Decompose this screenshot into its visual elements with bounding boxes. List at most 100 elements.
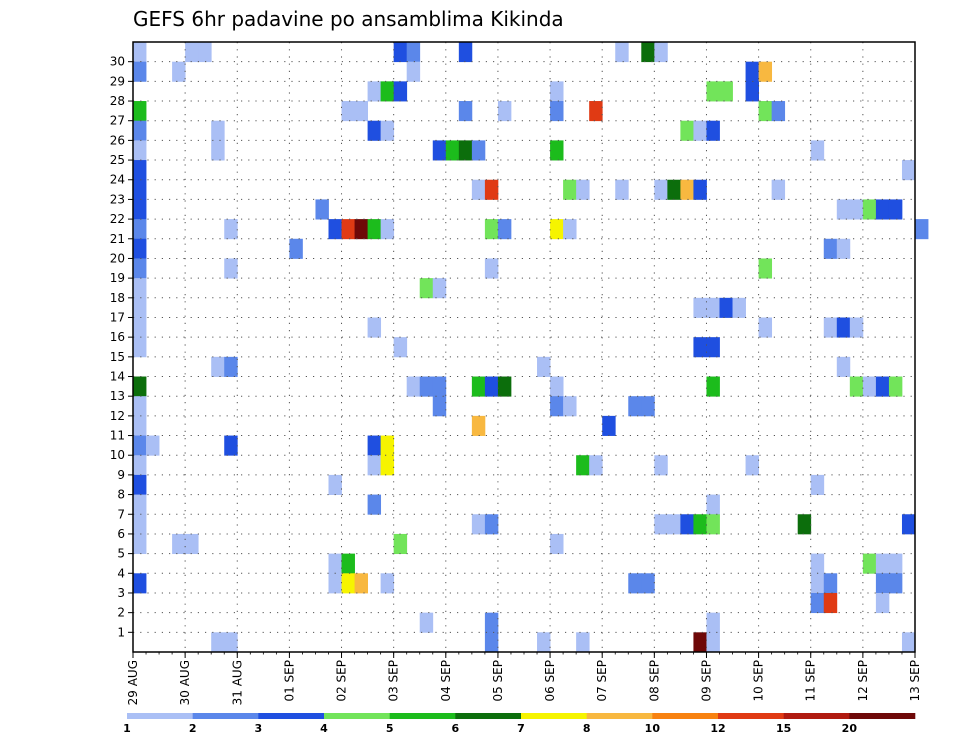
precip-cell bbox=[497, 219, 512, 240]
precip-cell bbox=[133, 455, 147, 476]
precip-cell bbox=[133, 199, 147, 220]
precip-cell bbox=[654, 42, 668, 63]
precip-cell bbox=[901, 160, 916, 181]
precip-cell bbox=[810, 140, 825, 161]
precip-cell bbox=[328, 474, 342, 495]
precip-cell bbox=[315, 199, 329, 220]
precip-cell bbox=[615, 42, 629, 63]
y-tick-label: 4 bbox=[117, 566, 125, 580]
legend-swatch bbox=[783, 713, 850, 719]
precip-cell bbox=[328, 219, 342, 240]
precip-cell bbox=[771, 179, 786, 200]
precip-cell bbox=[432, 140, 447, 161]
legend-label: 7 bbox=[517, 722, 525, 735]
precip-cell bbox=[419, 278, 434, 299]
precip-cell bbox=[445, 140, 460, 161]
precip-cell bbox=[680, 120, 694, 141]
legend-swatch bbox=[849, 713, 916, 719]
legend-label: 20 bbox=[842, 722, 858, 735]
precip-cell bbox=[133, 238, 147, 259]
precip-cell bbox=[589, 455, 603, 476]
y-tick-label: 13 bbox=[110, 389, 125, 403]
precip-cell bbox=[550, 101, 564, 122]
precip-cell bbox=[133, 396, 147, 417]
precip-cell bbox=[810, 573, 825, 594]
precip-cell bbox=[823, 238, 838, 259]
precip-cell bbox=[797, 514, 812, 535]
legend-swatch bbox=[455, 713, 522, 719]
precip-cell bbox=[693, 632, 707, 653]
precip-cell bbox=[875, 553, 890, 574]
precip-cell bbox=[341, 219, 355, 240]
precip-cell bbox=[706, 494, 720, 515]
precip-cell bbox=[901, 632, 916, 653]
precip-cell bbox=[758, 101, 773, 122]
precip-cell bbox=[328, 573, 342, 594]
precip-cell bbox=[810, 592, 825, 614]
precip-cell bbox=[133, 120, 147, 141]
precip-cell bbox=[354, 219, 368, 240]
precip-cell bbox=[615, 179, 629, 200]
precip-cell bbox=[875, 573, 890, 594]
y-tick-label: 15 bbox=[110, 350, 125, 364]
precip-cell bbox=[758, 61, 773, 82]
precip-cell bbox=[133, 337, 147, 358]
precip-cell bbox=[576, 632, 590, 653]
x-axis: 29 AUG 30 AUG 31 AUG 01 SEP 02 SEP 03 SEP 04 S… bbox=[126, 652, 922, 705]
precip-cell bbox=[719, 297, 733, 318]
precip-cell bbox=[393, 533, 408, 555]
x-tick-label: 02 SEP bbox=[335, 660, 349, 702]
legend-label: 12 bbox=[710, 722, 725, 735]
precip-cell bbox=[693, 337, 707, 358]
precip-cell bbox=[862, 376, 877, 397]
precip-cell bbox=[706, 337, 720, 358]
grid-lines bbox=[133, 42, 915, 652]
y-tick-label: 22 bbox=[110, 212, 125, 226]
precip-cell bbox=[641, 396, 655, 417]
precip-cell bbox=[133, 61, 147, 82]
x-tick-label: 13 SEP bbox=[908, 660, 922, 702]
precip-cell bbox=[667, 179, 681, 200]
legend-label: 2 bbox=[189, 722, 197, 735]
precip-cell bbox=[563, 396, 577, 417]
precip-cell bbox=[641, 573, 655, 594]
legend-label: 6 bbox=[452, 722, 460, 735]
precip-cell bbox=[484, 632, 499, 653]
legend-label: 4 bbox=[320, 722, 328, 735]
precip-cell bbox=[810, 474, 825, 495]
precip-cell bbox=[875, 592, 890, 614]
precip-cell bbox=[133, 474, 147, 495]
precip-cell bbox=[628, 573, 642, 594]
y-tick-label: 23 bbox=[110, 192, 125, 206]
y-tick-label: 21 bbox=[110, 232, 125, 246]
x-tick-label: 01 SEP bbox=[282, 660, 296, 702]
precip-cell bbox=[393, 81, 408, 102]
y-tick-label: 19 bbox=[110, 271, 125, 285]
y-tick-label: 11 bbox=[110, 429, 125, 443]
precip-cell bbox=[133, 160, 147, 181]
x-tick-label: 04 SEP bbox=[439, 660, 453, 702]
precip-cell bbox=[915, 219, 929, 240]
chart-title: GEFS 6hr padavine po ansamblima Kikinda bbox=[133, 7, 564, 31]
x-tick-label: 11 SEP bbox=[804, 660, 818, 702]
legend-swatch bbox=[521, 713, 587, 719]
precip-cell bbox=[628, 396, 642, 417]
precip-cell bbox=[706, 612, 720, 633]
precip-cell bbox=[810, 553, 825, 574]
precip-cell bbox=[471, 140, 486, 161]
precip-cell bbox=[680, 179, 694, 200]
precip-cell bbox=[901, 514, 916, 535]
precip-cell bbox=[862, 553, 877, 574]
precip-cell bbox=[367, 494, 382, 515]
legend-swatch bbox=[258, 713, 325, 719]
precip-cell bbox=[224, 632, 238, 653]
precip-cell bbox=[406, 42, 421, 63]
y-tick-label: 3 bbox=[117, 586, 125, 600]
precip-cell bbox=[172, 61, 186, 82]
precip-cell bbox=[211, 356, 225, 377]
y-tick-label: 25 bbox=[110, 153, 125, 167]
y-tick-label: 18 bbox=[110, 291, 125, 305]
precip-cell bbox=[497, 101, 512, 122]
legend-label: 3 bbox=[255, 722, 263, 735]
precip-cell bbox=[667, 514, 681, 535]
